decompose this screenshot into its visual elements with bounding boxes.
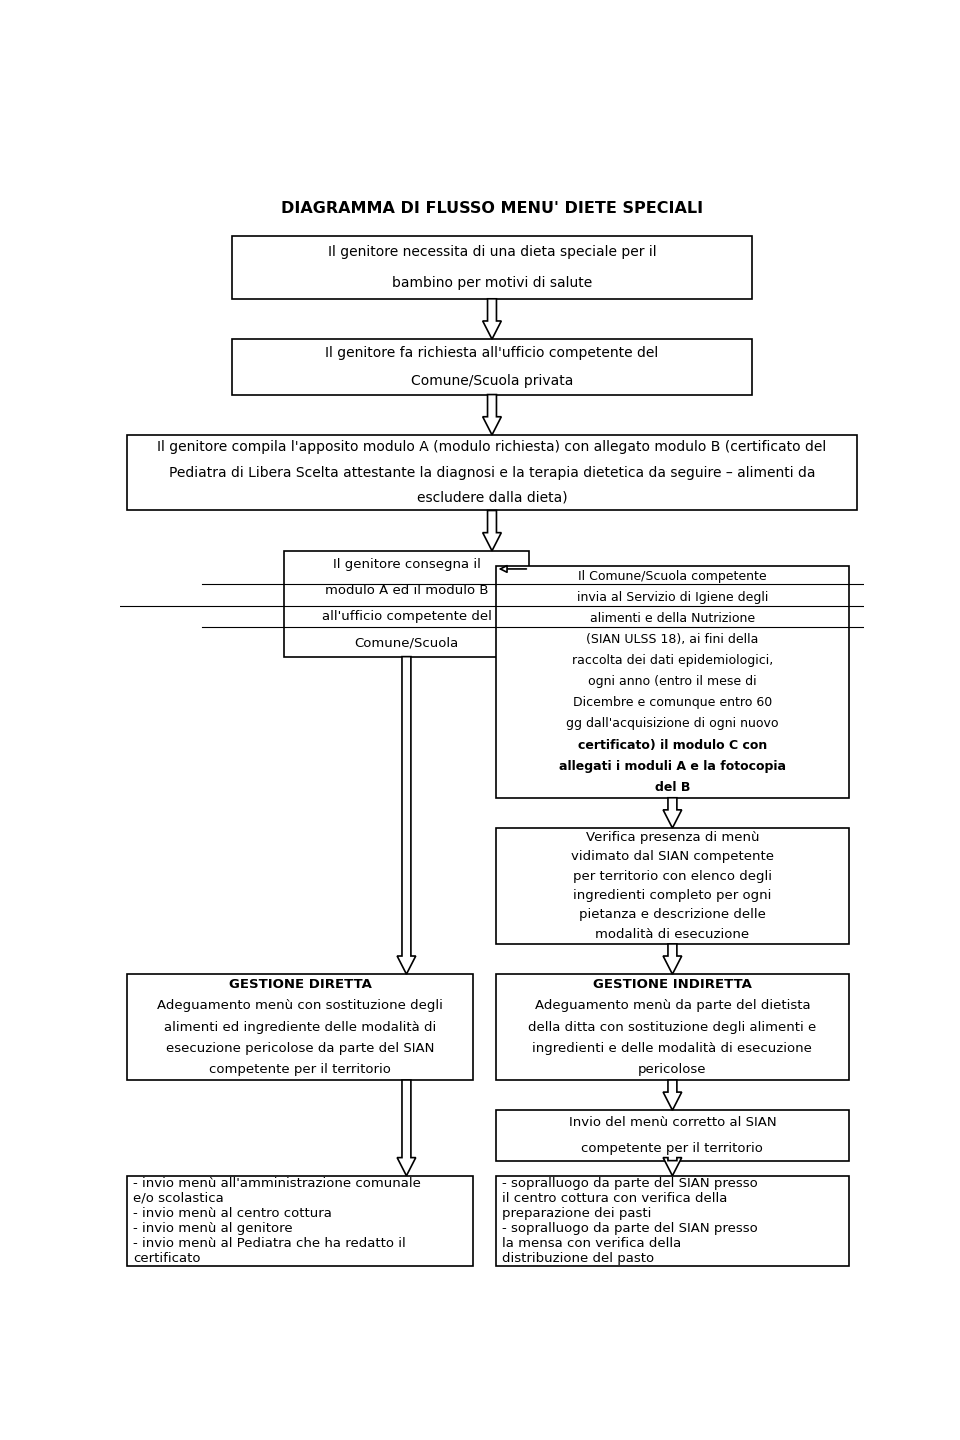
Text: GESTIONE INDIRETTA: GESTIONE INDIRETTA bbox=[593, 978, 752, 991]
Text: il centro cottura con verifica della: il centro cottura con verifica della bbox=[502, 1192, 727, 1205]
Text: - invio menù al centro cottura: - invio menù al centro cottura bbox=[133, 1207, 332, 1220]
Text: modalità di esecuzione: modalità di esecuzione bbox=[595, 927, 750, 940]
Text: ingredienti e delle modalità di esecuzione: ingredienti e delle modalità di esecuzio… bbox=[533, 1041, 812, 1054]
Bar bbox=[495, 973, 849, 1080]
Polygon shape bbox=[483, 395, 501, 435]
Text: ogni anno (entro il mese di: ogni anno (entro il mese di bbox=[588, 675, 756, 688]
Text: alimenti ed ingrediente delle modalità di: alimenti ed ingrediente delle modalità d… bbox=[164, 1021, 437, 1034]
Text: Pediatra di Libera Scelta attestante la diagnosi e la terapia dietetica da segui: Pediatra di Libera Scelta attestante la … bbox=[169, 465, 815, 480]
Bar bbox=[495, 1110, 849, 1161]
Polygon shape bbox=[397, 1080, 416, 1175]
Text: e/o scolastica: e/o scolastica bbox=[133, 1192, 224, 1205]
Text: invia al Servizio di Igiene degli: invia al Servizio di Igiene degli bbox=[577, 590, 768, 603]
Text: certificato: certificato bbox=[133, 1253, 201, 1266]
Bar bbox=[231, 338, 753, 395]
Bar bbox=[495, 828, 849, 945]
Polygon shape bbox=[483, 510, 501, 550]
Text: della ditta con sostituzione degli alimenti e: della ditta con sostituzione degli alime… bbox=[528, 1021, 817, 1034]
Text: vidimato dal SIAN competente: vidimato dal SIAN competente bbox=[571, 851, 774, 864]
Polygon shape bbox=[663, 1158, 682, 1175]
Text: raccolta dei dati epidemiologici,: raccolta dei dati epidemiologici, bbox=[572, 654, 773, 667]
Text: allegati i moduli A e la fotocopia: allegati i moduli A e la fotocopia bbox=[559, 760, 786, 773]
Polygon shape bbox=[397, 657, 416, 973]
Text: gg dall'acquisizione di ogni nuovo: gg dall'acquisizione di ogni nuovo bbox=[566, 717, 779, 730]
Text: Il genitore consegna il: Il genitore consegna il bbox=[332, 557, 480, 570]
Text: modulo A ed il modulo B: modulo A ed il modulo B bbox=[324, 585, 489, 598]
Bar bbox=[495, 566, 849, 798]
Text: alimenti e della Nutrizione: alimenti e della Nutrizione bbox=[589, 612, 755, 625]
Text: - sopralluogo da parte del SIAN presso: - sopralluogo da parte del SIAN presso bbox=[502, 1176, 757, 1189]
Text: preparazione dei pasti: preparazione dei pasti bbox=[502, 1207, 651, 1220]
Text: bambino per motivi di salute: bambino per motivi di salute bbox=[392, 276, 592, 291]
Text: Comune/Scuola privata: Comune/Scuola privata bbox=[411, 374, 573, 387]
Bar bbox=[495, 1175, 849, 1267]
Bar bbox=[128, 1175, 473, 1267]
Text: Verifica presenza di menù: Verifica presenza di menù bbox=[586, 831, 759, 844]
Bar bbox=[128, 973, 473, 1080]
Text: escludere dalla dieta): escludere dalla dieta) bbox=[417, 491, 567, 505]
Text: per territorio con elenco degli: per territorio con elenco degli bbox=[573, 870, 772, 883]
Text: Adeguamento menù con sostituzione degli: Adeguamento menù con sostituzione degli bbox=[157, 999, 444, 1012]
Text: competente per il territorio: competente per il territorio bbox=[582, 1142, 763, 1155]
Text: Comune/Scuola: Comune/Scuola bbox=[354, 636, 459, 649]
Text: Il Comune/Scuola competente: Il Comune/Scuola competente bbox=[578, 570, 767, 583]
Text: DIAGRAMMA DI FLUSSO MENU' DIETE SPECIALI: DIAGRAMMA DI FLUSSO MENU' DIETE SPECIALI bbox=[281, 200, 703, 216]
Text: - invio menù al genitore: - invio menù al genitore bbox=[133, 1223, 293, 1236]
Text: Invio del menù corretto al SIAN: Invio del menù corretto al SIAN bbox=[568, 1116, 777, 1129]
Text: - invio menù all'amministrazione comunale: - invio menù all'amministrazione comunal… bbox=[133, 1176, 421, 1189]
Text: pericolose: pericolose bbox=[638, 1063, 707, 1076]
Text: la mensa con verifica della: la mensa con verifica della bbox=[502, 1237, 681, 1250]
Text: ingredienti completo per ogni: ingredienti completo per ogni bbox=[573, 888, 772, 901]
Text: - sopralluogo da parte del SIAN presso: - sopralluogo da parte del SIAN presso bbox=[502, 1223, 757, 1236]
Bar bbox=[231, 236, 753, 298]
Polygon shape bbox=[663, 1080, 682, 1110]
Text: esecuzione pericolose da parte del SIAN: esecuzione pericolose da parte del SIAN bbox=[166, 1041, 435, 1054]
Polygon shape bbox=[663, 798, 682, 828]
Text: Il genitore fa richiesta all'ufficio competente del: Il genitore fa richiesta all'ufficio com… bbox=[325, 346, 659, 360]
Text: certificato) il modulo C con: certificato) il modulo C con bbox=[578, 739, 767, 752]
Text: (SIAN ULSS 18), ai fini della: (SIAN ULSS 18), ai fini della bbox=[587, 634, 758, 647]
Bar bbox=[128, 435, 856, 510]
Text: competente per il territorio: competente per il territorio bbox=[209, 1063, 392, 1076]
Text: Adeguamento menù da parte del dietista: Adeguamento menù da parte del dietista bbox=[535, 999, 810, 1012]
Text: distribuzione del pasto: distribuzione del pasto bbox=[502, 1253, 654, 1266]
Text: GESTIONE DIRETTA: GESTIONE DIRETTA bbox=[229, 978, 372, 991]
Text: del B: del B bbox=[655, 780, 690, 793]
Bar bbox=[284, 550, 529, 657]
Text: Il genitore necessita di una dieta speciale per il: Il genitore necessita di una dieta speci… bbox=[327, 245, 657, 259]
Text: all'ufficio competente del: all'ufficio competente del bbox=[322, 611, 492, 624]
Text: pietanza e descrizione delle: pietanza e descrizione delle bbox=[579, 909, 766, 922]
Text: Dicembre e comunque entro 60: Dicembre e comunque entro 60 bbox=[573, 697, 772, 710]
Text: Il genitore compila l'apposito modulo A (modulo richiesta) con allegato modulo B: Il genitore compila l'apposito modulo A … bbox=[157, 441, 827, 455]
Text: - invio menù al Pediatra che ha redatto il: - invio menù al Pediatra che ha redatto … bbox=[133, 1237, 406, 1250]
Polygon shape bbox=[483, 298, 501, 338]
Polygon shape bbox=[663, 945, 682, 973]
